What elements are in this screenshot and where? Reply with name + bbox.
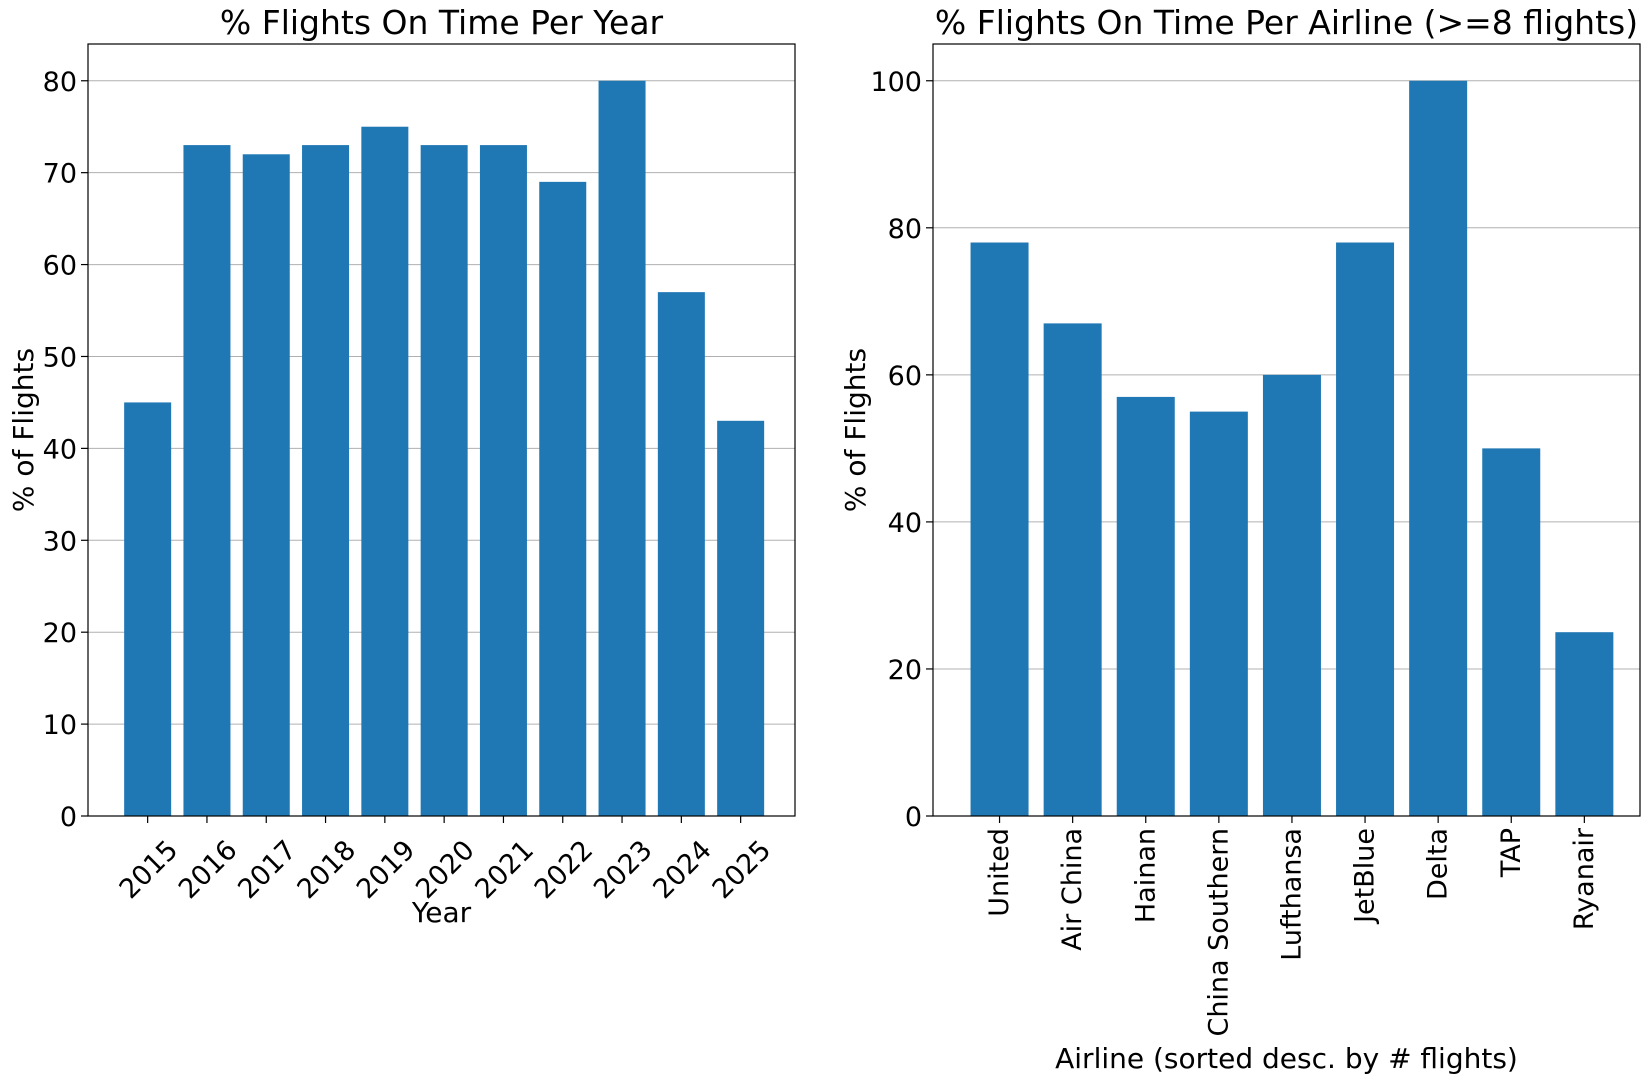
y-tick-label: 0 xyxy=(60,802,77,833)
bar xyxy=(1189,411,1248,816)
y-tick-label: 70 xyxy=(43,159,77,190)
x-tick-label: Lufthansa xyxy=(1276,828,1307,961)
y-axis-ticks: 0 20 40 60 80 100 xyxy=(870,67,933,833)
bar xyxy=(420,145,468,817)
bar xyxy=(598,80,646,816)
bar xyxy=(1482,448,1541,816)
bar xyxy=(479,145,527,817)
chart-title: % Flights On Time Per Airline (>=8 fligh… xyxy=(935,3,1638,42)
x-tick-label: JetBlue xyxy=(1350,828,1381,925)
x-tick-label: Hainan xyxy=(1130,828,1161,923)
bar xyxy=(302,145,350,817)
x-axis-label: Airline (sorted desc. by # flights) xyxy=(1055,1042,1518,1075)
x-tick-label: Ryanair xyxy=(1569,827,1600,930)
bar xyxy=(539,181,587,816)
y-tick-label: 60 xyxy=(888,361,922,392)
bars xyxy=(970,80,1614,816)
x-tick-label: Delta xyxy=(1423,828,1454,900)
x-axis-label: Year xyxy=(411,896,472,929)
x-tick-label: 2019 xyxy=(351,835,422,906)
y-tick-label: 0 xyxy=(905,802,922,833)
chart-title: % Flights On Time Per Year xyxy=(220,3,664,42)
x-tick-label: Air China xyxy=(1057,828,1088,951)
y-tick-label: 10 xyxy=(43,710,77,741)
bars xyxy=(124,80,765,817)
y-axis-label: % of Flights xyxy=(839,348,872,512)
bar xyxy=(124,402,172,816)
y-tick-label: 60 xyxy=(43,251,77,282)
y-tick-label: 30 xyxy=(43,526,77,557)
y-tick-label: 50 xyxy=(43,342,77,373)
chart-on-time-per-airline: % Flights On Time Per Airline (>=8 fligh… xyxy=(839,3,1641,1075)
x-tick-label: 2017 xyxy=(232,835,303,906)
x-tick-label: United xyxy=(984,828,1015,917)
y-tick-label: 80 xyxy=(43,67,77,98)
y-tick-label: 20 xyxy=(888,655,922,686)
bar xyxy=(1043,323,1102,816)
y-axis-label: % of Flights xyxy=(7,348,40,512)
y-tick-label: 20 xyxy=(43,618,77,649)
x-tick-label: TAP xyxy=(1496,828,1527,878)
x-tick-label: 2024 xyxy=(647,835,718,906)
y-tick-label: 40 xyxy=(888,508,922,539)
bar xyxy=(1409,80,1468,816)
y-tick-label: 100 xyxy=(870,67,922,98)
bar xyxy=(183,145,231,817)
x-tick-label: 2015 xyxy=(114,835,185,906)
y-tick-label: 80 xyxy=(888,214,922,245)
bar xyxy=(1262,374,1321,816)
x-axis-ticks: United Air China Hainan China Southern Lufth… xyxy=(984,816,1600,1037)
bar xyxy=(1555,632,1614,816)
x-axis-ticks: 2015201620172018201920202021202220232024… xyxy=(114,816,778,906)
bar xyxy=(717,420,765,816)
bar xyxy=(361,126,409,816)
y-tick-label: 40 xyxy=(43,434,77,465)
x-tick-label: 2016 xyxy=(173,835,244,906)
y-axis-ticks: 0 10 20 30 40 50 60 70 80 xyxy=(43,67,88,833)
x-tick-label: 2023 xyxy=(588,835,659,906)
x-tick-label: 2025 xyxy=(707,835,778,906)
bar xyxy=(970,242,1029,816)
x-tick-label: 2022 xyxy=(529,835,600,906)
x-tick-label: 2021 xyxy=(469,835,540,906)
x-tick-label: 2020 xyxy=(410,835,481,906)
plot-frame xyxy=(932,43,1641,817)
bar xyxy=(1336,242,1395,816)
plot-frame xyxy=(87,43,796,817)
bar xyxy=(242,154,290,817)
chart-on-time-per-year: % Flights On Time Per Year 0 10 20 30 40 50 60… xyxy=(7,3,796,929)
bar xyxy=(1116,396,1175,816)
x-tick-label: 2018 xyxy=(292,835,363,906)
x-tick-label: China Southern xyxy=(1203,828,1234,1037)
bar xyxy=(657,292,705,817)
